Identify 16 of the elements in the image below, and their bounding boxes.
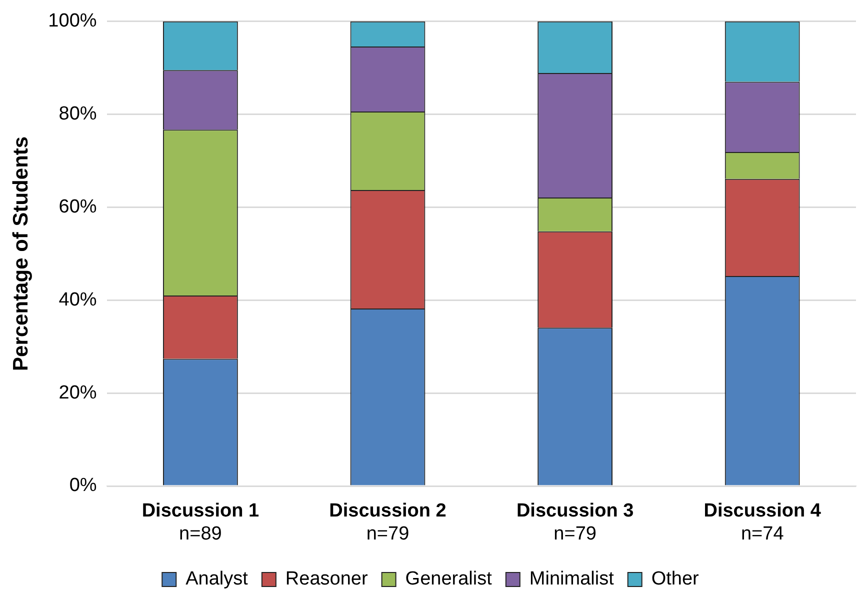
- y-tick-label: 60%: [58, 196, 97, 218]
- y-tick-label: 40%: [58, 289, 97, 310]
- x-tick-label: Discussion 3 n=79: [516, 500, 634, 545]
- y-tick-label: 0%: [69, 475, 97, 496]
- y-axis-title: Percentage of Students: [9, 136, 32, 371]
- y-tick-label: 80%: [58, 104, 97, 125]
- x-tick-label: Discussion 4 n=74: [704, 500, 822, 545]
- x-tick-label: Discussion 1 n=89: [142, 500, 260, 545]
- legend-label: Minimalist: [529, 568, 615, 590]
- x-tick-label: Discussion 2 n=79: [329, 500, 446, 545]
- legend-label: Reasoner: [285, 568, 368, 590]
- y-tick-label: 100%: [48, 10, 97, 32]
- legend-label: Analyst: [186, 568, 249, 590]
- y-tick-label: 20%: [58, 382, 97, 404]
- legend-label: Generalist: [405, 568, 493, 590]
- legend-label: Other: [651, 568, 700, 590]
